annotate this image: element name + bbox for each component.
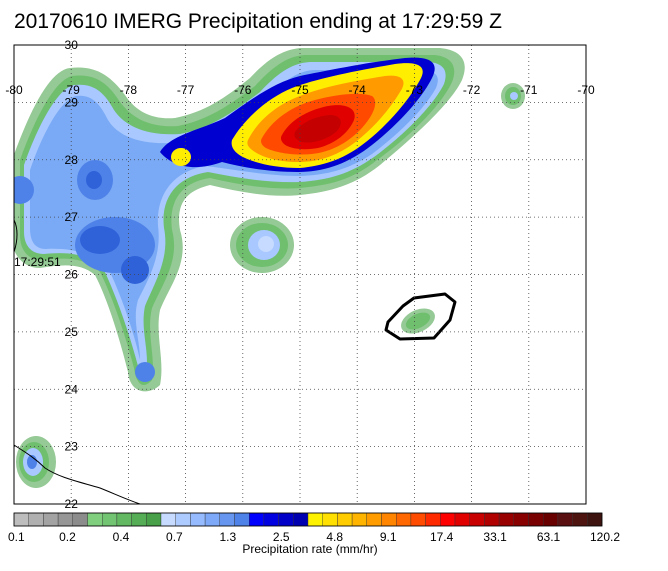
colorbar-swatch bbox=[440, 512, 456, 527]
colorbar-swatch bbox=[116, 512, 132, 527]
colorbar bbox=[13, 512, 603, 527]
colorbar-swatch bbox=[528, 512, 544, 527]
colorbar-title: Precipitation rate (mm/hr) bbox=[242, 542, 378, 556]
colorbar-swatch bbox=[204, 512, 221, 527]
coastline bbox=[14, 219, 141, 504]
colorbar-swatch bbox=[351, 512, 368, 527]
colorbar-swatch bbox=[425, 512, 441, 527]
colorbar-swatch bbox=[410, 512, 426, 527]
lon-label: -77 bbox=[177, 83, 195, 97]
colorbar-swatch bbox=[43, 512, 59, 527]
lon-label: -80 bbox=[5, 83, 23, 97]
lon-label: -75 bbox=[291, 83, 309, 97]
lat-label: 29 bbox=[65, 95, 79, 109]
colorbar-swatch bbox=[454, 512, 470, 527]
lon-label: -70 bbox=[577, 83, 595, 97]
precipitation-field bbox=[14, 48, 525, 488]
colorbar-swatch bbox=[322, 512, 338, 527]
colorbar-swatch bbox=[146, 512, 162, 527]
colorbar-frame bbox=[13, 512, 603, 527]
colorbar-swatch bbox=[307, 512, 323, 527]
colorbar-tick-label: 4.8 bbox=[326, 530, 343, 544]
colorbar-tick-label: 0.7 bbox=[166, 530, 183, 544]
lon-label: -73 bbox=[406, 83, 424, 97]
lat-label: 30 bbox=[65, 38, 79, 52]
colorbar-swatch bbox=[263, 512, 279, 527]
colorbar-tick-label: 33.1 bbox=[483, 530, 507, 544]
lon-label: -76 bbox=[234, 83, 252, 97]
colorbar-swatch bbox=[543, 512, 559, 527]
lon-label: -79 bbox=[63, 83, 81, 97]
map-title: 20170610 IMERG Precipitation ending at 1… bbox=[14, 10, 502, 33]
colorbar-tick-label: 63.1 bbox=[537, 530, 561, 544]
colorbar-swatch bbox=[572, 512, 588, 527]
colorbar-swatch bbox=[219, 512, 235, 527]
lon-label: -78 bbox=[120, 83, 138, 97]
lon-label: -74 bbox=[349, 83, 367, 97]
colorbar-swatch bbox=[484, 512, 500, 527]
latitude-labels: 30 29 28 27 26 25 24 23 22 bbox=[65, 38, 79, 511]
colorbar-swatch bbox=[131, 512, 147, 527]
lat-label: 22 bbox=[65, 497, 79, 511]
lat-label: 28 bbox=[65, 153, 79, 167]
colorbar-tick-label: 120.2 bbox=[590, 530, 620, 544]
lon-label: -72 bbox=[463, 83, 481, 97]
colorbar-swatch bbox=[57, 512, 73, 527]
colorbar-swatch bbox=[248, 512, 265, 527]
colorbar-tick-labels: 0.1 0.2 0.4 0.7 1.3 2.5 4.8 9.1 17.4 33.1 63.1 120.… bbox=[8, 530, 620, 544]
colorbar-swatch bbox=[160, 512, 176, 527]
lat-label: 25 bbox=[65, 325, 79, 339]
colorbar-swatch bbox=[498, 512, 515, 527]
colorbar-tick-label: 0.4 bbox=[113, 530, 130, 544]
colorbar-swatch bbox=[381, 512, 397, 527]
colorbar-swatch bbox=[587, 512, 603, 527]
colorbar-swatch bbox=[175, 512, 191, 527]
lat-label: 26 bbox=[65, 268, 79, 282]
colorbar-swatch bbox=[396, 512, 412, 527]
swath-outline bbox=[384, 292, 457, 341]
time-annotation: 17:29:51 bbox=[14, 255, 61, 269]
colorbar-swatch bbox=[87, 512, 103, 527]
colorbar-swatch bbox=[513, 512, 529, 527]
longitude-labels: -80 -79 -78 -77 -76 -75 -74 -73 -72 -71 -70 bbox=[5, 83, 595, 97]
colorbar-tick-label: 9.1 bbox=[380, 530, 397, 544]
colorbar-swatch bbox=[293, 512, 309, 527]
lat-label: 23 bbox=[65, 440, 79, 454]
colorbar-swatch bbox=[101, 512, 118, 527]
colorbar-tick-label: 17.4 bbox=[430, 530, 454, 544]
lon-label: -71 bbox=[520, 83, 538, 97]
colorbar-tick-label: 0.2 bbox=[59, 530, 76, 544]
colorbar-swatch bbox=[557, 512, 573, 527]
colorbar-tick-label: 2.5 bbox=[273, 530, 290, 544]
map-frame bbox=[13, 44, 587, 505]
colorbar-swatch bbox=[337, 512, 353, 527]
lat-label: 24 bbox=[65, 382, 79, 396]
colorbar-swatch bbox=[469, 512, 485, 527]
colorbar-swatch bbox=[13, 512, 29, 527]
colorbar-swatch bbox=[72, 512, 88, 527]
colorbar-swatch bbox=[28, 512, 44, 527]
lat-label: 27 bbox=[65, 210, 79, 224]
colorbar-tick-label: 1.3 bbox=[219, 530, 236, 544]
colorbar-swatch bbox=[190, 512, 206, 527]
colorbar-swatch bbox=[278, 512, 294, 527]
colorbar-tick-label: 0.1 bbox=[8, 530, 25, 544]
colorbar-swatch bbox=[234, 512, 250, 527]
colorbar-swatch bbox=[366, 512, 382, 527]
